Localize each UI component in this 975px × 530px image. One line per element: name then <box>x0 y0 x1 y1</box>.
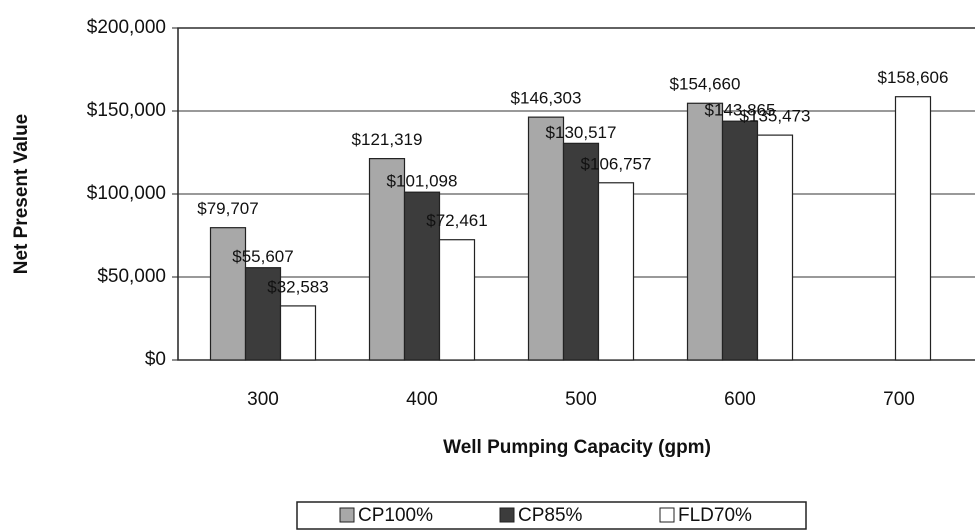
y-tick-label: $50,000 <box>97 266 166 287</box>
legend-swatch <box>339 507 355 523</box>
value-label: $143,865 <box>705 101 776 120</box>
value-label: $130,517 <box>546 123 617 142</box>
y-tick-label: $0 <box>145 349 166 370</box>
value-label: $121,319 <box>352 130 423 149</box>
y-tick-label: $200,000 <box>87 17 166 38</box>
bar <box>527 116 565 361</box>
y-axis-title: Net Present Value <box>11 114 32 275</box>
value-label: $106,757 <box>581 154 652 173</box>
bar <box>686 102 724 361</box>
bar <box>562 142 600 361</box>
legend-label: CP85% <box>518 505 583 526</box>
legend-label: CP100% <box>358 505 433 526</box>
bar <box>244 267 282 361</box>
bar <box>438 239 476 361</box>
value-label: $32,583 <box>267 277 328 296</box>
x-tick-label: 600 <box>724 389 756 410</box>
value-label: $146,303 <box>511 89 582 108</box>
value-label: $101,098 <box>387 172 458 191</box>
legend-swatch <box>499 507 515 523</box>
x-tick-label: 400 <box>406 389 438 410</box>
bar <box>894 96 932 361</box>
x-tick-label: 300 <box>247 389 279 410</box>
x-tick-label: 500 <box>565 389 597 410</box>
bar <box>721 120 759 361</box>
legend-swatch <box>659 507 675 523</box>
value-label: $158,606 <box>878 68 949 87</box>
x-axis-title: Well Pumping Capacity (gpm) <box>443 437 711 458</box>
bar <box>756 134 794 361</box>
value-label: $135,473 <box>740 107 811 126</box>
value-label: $55,607 <box>232 247 293 266</box>
y-tick-label: $150,000 <box>87 100 166 121</box>
value-label: $154,660 <box>670 75 741 94</box>
legend-label: FLD70% <box>678 505 752 526</box>
x-tick-label: 700 <box>883 389 915 410</box>
legend-box <box>296 501 807 530</box>
bar <box>597 182 635 361</box>
value-label: $72,461 <box>426 211 487 230</box>
y-tick-label: $100,000 <box>87 183 166 204</box>
value-label: $79,707 <box>197 199 258 218</box>
bar <box>279 305 317 361</box>
